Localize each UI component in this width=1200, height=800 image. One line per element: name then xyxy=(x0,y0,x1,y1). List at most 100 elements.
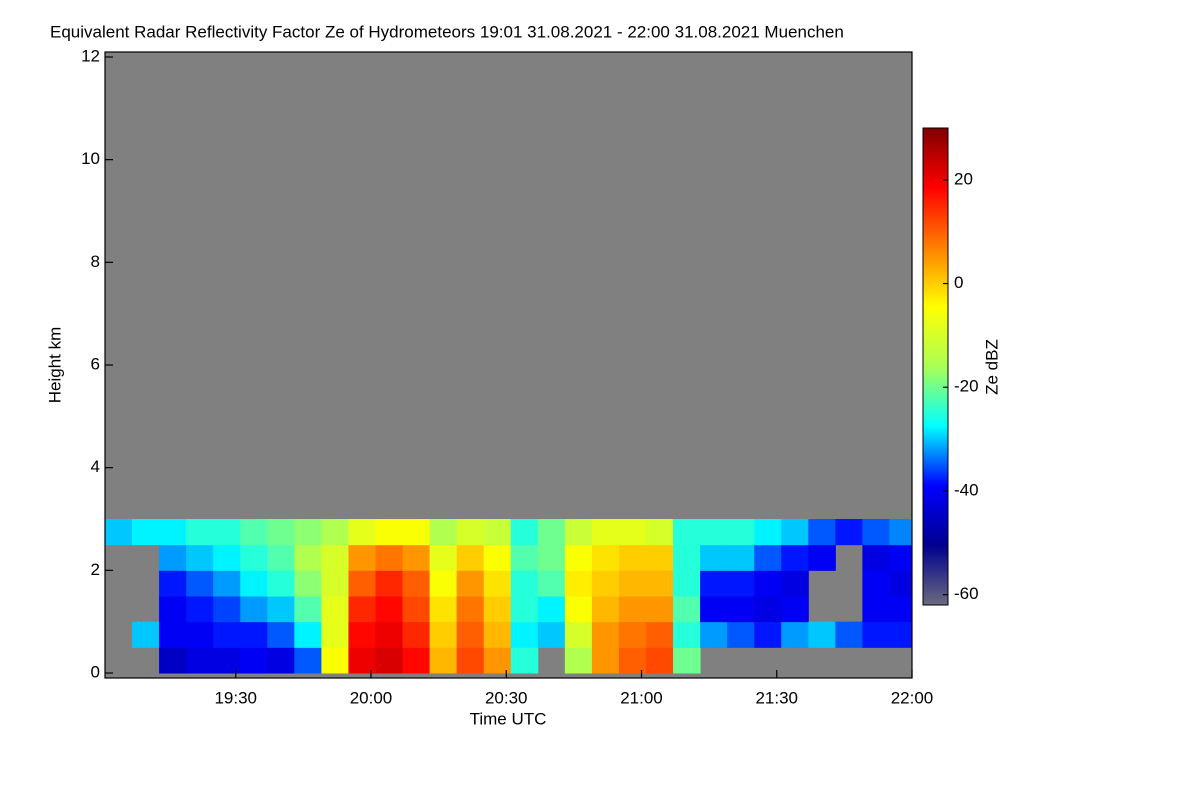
heatmap-cell xyxy=(591,544,620,571)
heatmap-cell xyxy=(483,647,512,674)
x-tick-label: 22:00 xyxy=(891,688,934,707)
y-axis-label: Height km xyxy=(45,327,64,404)
heatmap-cell xyxy=(375,544,404,571)
heatmap-cell xyxy=(510,544,539,571)
heatmap-cell xyxy=(294,647,322,674)
y-tick-label: 2 xyxy=(91,560,100,579)
heatmap-cell xyxy=(321,647,349,674)
heatmap-cell xyxy=(727,519,755,546)
heatmap-cell xyxy=(808,621,836,648)
heatmap-cell xyxy=(321,519,349,546)
heatmap-cell xyxy=(267,519,295,546)
heatmap-cell xyxy=(375,596,404,623)
heatmap-cell xyxy=(321,621,349,648)
heatmap-cell xyxy=(240,596,268,623)
heatmap-cell xyxy=(781,596,809,623)
heatmap-cell xyxy=(673,596,701,623)
heatmap-cell xyxy=(348,519,377,546)
y-tick-label: 12 xyxy=(81,46,100,65)
heatmap-cell xyxy=(618,544,647,571)
heatmap-cell xyxy=(673,621,701,648)
heatmap-cell xyxy=(429,596,458,623)
heatmap-cell xyxy=(294,544,322,571)
heatmap-cell xyxy=(591,647,620,674)
heatmap-cell xyxy=(510,519,539,546)
heatmap-cell xyxy=(646,647,674,674)
heatmap-cell xyxy=(889,519,913,546)
heatmap-cell xyxy=(754,621,782,648)
heatmap-cell xyxy=(375,519,404,546)
heatmap-cell xyxy=(294,519,322,546)
heatmap-cell xyxy=(510,570,539,597)
heatmap-cell xyxy=(402,570,431,597)
heatmap-cell xyxy=(754,596,782,623)
heatmap-cell xyxy=(483,596,512,623)
heatmap-cell xyxy=(537,570,566,597)
heatmap-cell xyxy=(618,519,647,546)
heatmap-cell xyxy=(348,621,377,648)
heatmap-cell xyxy=(591,621,620,648)
heatmap-cell xyxy=(673,647,701,674)
heatmap-cell xyxy=(646,596,674,623)
y-tick-label: 4 xyxy=(91,457,100,476)
heatmap-cell xyxy=(375,647,404,674)
heatmap-cell xyxy=(159,621,187,648)
heatmap-cell xyxy=(537,544,566,571)
heatmap-cell xyxy=(159,519,187,546)
heatmap-cell xyxy=(700,621,728,648)
heatmap-cell xyxy=(564,596,593,623)
heatmap-cell xyxy=(159,647,187,674)
heatmap-cell xyxy=(186,647,214,674)
heatmap-cell xyxy=(618,621,647,648)
heatmap-cell xyxy=(537,596,566,623)
heatmap-cell xyxy=(700,596,728,623)
heatmap-cell xyxy=(456,596,485,623)
heatmap-cell xyxy=(483,621,512,648)
heatmap-cell xyxy=(591,519,620,546)
heatmap-cell xyxy=(862,570,890,597)
heatmap-cell xyxy=(754,570,782,597)
heatmap-cell xyxy=(456,647,485,674)
heatmap-cell xyxy=(564,621,593,648)
heatmap-cell xyxy=(727,570,755,597)
heatmap-cell xyxy=(186,519,214,546)
heatmap-cell xyxy=(159,570,187,597)
heatmap-cell xyxy=(781,544,809,571)
heatmap-cell xyxy=(213,621,241,648)
heatmap-cell xyxy=(618,596,647,623)
heatmap-cell xyxy=(186,570,214,597)
heatmap-cell xyxy=(700,519,728,546)
x-tick-label: 20:00 xyxy=(350,688,393,707)
heatmap-cell xyxy=(537,519,566,546)
heatmap-cell xyxy=(267,596,295,623)
heatmap-cell xyxy=(267,570,295,597)
heatmap-cell xyxy=(402,519,431,546)
heatmap-cell xyxy=(862,596,890,623)
heatmap-cell xyxy=(835,621,863,648)
heatmap-cell xyxy=(808,519,836,546)
heatmap-cell xyxy=(402,647,431,674)
heatmap-cell xyxy=(646,621,674,648)
heatmap-cell xyxy=(186,544,214,571)
colorbar-tick-label: 20 xyxy=(954,169,973,188)
heatmap-cell xyxy=(429,519,458,546)
y-tick-label: 0 xyxy=(91,662,100,681)
heatmap-cell xyxy=(375,621,404,648)
heatmap-cell xyxy=(862,621,890,648)
heatmap-cell xyxy=(835,519,863,546)
heatmap-cell xyxy=(727,544,755,571)
heatmap-cell xyxy=(375,570,404,597)
heatmap-cell xyxy=(240,544,268,571)
x-tick-label: 21:00 xyxy=(620,688,663,707)
heatmap-cell xyxy=(781,570,809,597)
heatmap-cell xyxy=(483,544,512,571)
heatmap-cell xyxy=(781,621,809,648)
colorbar-label: Ze dBZ xyxy=(982,339,1001,395)
heatmap-cell xyxy=(727,596,755,623)
y-tick-label: 6 xyxy=(91,354,100,373)
heatmap-cell xyxy=(159,544,187,571)
heatmap-cell xyxy=(294,621,322,648)
heatmap-cell xyxy=(456,570,485,597)
heatmap-cell xyxy=(132,621,160,648)
heatmap-cell xyxy=(267,544,295,571)
